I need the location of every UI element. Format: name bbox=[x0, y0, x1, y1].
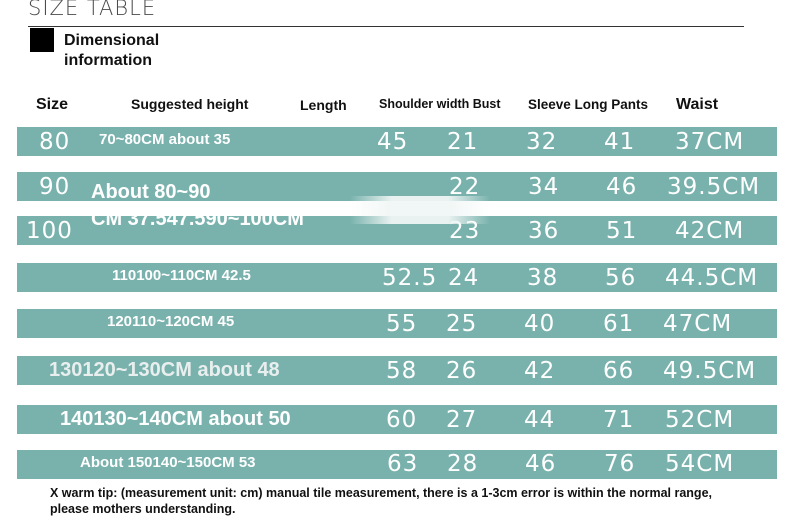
waist-cell: 52CM bbox=[665, 407, 735, 433]
sleeve-cell: 46 bbox=[606, 174, 638, 200]
sleeve-cell: 66 bbox=[603, 358, 635, 384]
height-cell: CM 37.547.590~100CM bbox=[91, 208, 304, 230]
section-heading: Dimensional information bbox=[64, 31, 159, 71]
sleeve-cell: 76 bbox=[604, 451, 636, 477]
measurement-note: X warm tip: (measurement unit: cm) manua… bbox=[50, 486, 712, 516]
waist-cell: 37CM bbox=[675, 129, 745, 155]
waist-cell: 39.5CM bbox=[667, 174, 761, 200]
sleeve-cell: 71 bbox=[603, 407, 635, 433]
bust-cell: 42 bbox=[524, 358, 556, 384]
waist-cell: 42CM bbox=[675, 218, 745, 244]
shoulder-cell: 24 bbox=[448, 265, 480, 291]
length-cell: 63 bbox=[387, 451, 419, 477]
length-cell: 45 bbox=[377, 129, 409, 155]
shoulder-cell: 25 bbox=[446, 311, 478, 337]
height-cell: 130120~130CM about 48 bbox=[49, 359, 280, 381]
section-heading-line2: information bbox=[64, 52, 152, 69]
height-cell: About 80~90 bbox=[91, 181, 211, 203]
size-cell: 90 bbox=[39, 174, 71, 200]
shoulder-cell: 28 bbox=[447, 451, 479, 477]
header-size: Size bbox=[36, 96, 69, 113]
table-row bbox=[17, 356, 777, 385]
table-row bbox=[17, 309, 777, 338]
waist-cell: 47CM bbox=[663, 311, 733, 337]
height-cell: 110100~110CM 42.5 bbox=[112, 267, 251, 284]
section-marker bbox=[30, 28, 54, 52]
sleeve-cell: 51 bbox=[606, 218, 638, 244]
sleeve-cell: 61 bbox=[603, 311, 635, 337]
waist-cell: 49.5CM bbox=[663, 358, 757, 384]
sleeve-cell: 56 bbox=[605, 265, 637, 291]
bust-cell: 40 bbox=[524, 311, 556, 337]
bust-cell: 46 bbox=[525, 451, 557, 477]
table-row bbox=[17, 405, 777, 434]
height-cell: 70~80CM about 35 bbox=[99, 131, 231, 148]
length-cell: 60 bbox=[386, 407, 418, 433]
bust-cell: 44 bbox=[524, 407, 556, 433]
waist-cell: 54CM bbox=[665, 451, 735, 477]
length-cell: 55 bbox=[386, 311, 418, 337]
size-cell: 100 bbox=[26, 218, 73, 244]
table-row bbox=[17, 263, 777, 292]
height-cell: About 150140~150CM 53 bbox=[80, 454, 256, 471]
height-cell: 120110~120CM 45 bbox=[107, 313, 235, 330]
height-cell: 140130~140CM about 50 bbox=[60, 408, 291, 430]
bust-cell: 38 bbox=[527, 265, 559, 291]
header-length: Length bbox=[300, 97, 347, 113]
header-shoulder-bust: Shoulder width Bust bbox=[379, 97, 501, 111]
bust-cell: 32 bbox=[526, 129, 558, 155]
bust-cell: 34 bbox=[528, 174, 560, 200]
shoulder-cell: 26 bbox=[446, 358, 478, 384]
table-row bbox=[17, 127, 777, 156]
shoulder-cell: 27 bbox=[446, 407, 478, 433]
size-table-title: SIZE TABLE bbox=[28, 0, 157, 20]
section-heading-line1: Dimensional bbox=[64, 32, 160, 49]
shoulder-cell: 22 bbox=[449, 174, 481, 200]
length-cell: 52.5 bbox=[382, 265, 438, 291]
shoulder-cell: 21 bbox=[447, 129, 479, 155]
header-suggested-height: Suggested height bbox=[131, 96, 249, 112]
waist-cell: 44.5CM bbox=[665, 265, 759, 291]
table-row bbox=[17, 450, 777, 479]
header-sleeve-pants: Sleeve Long Pants bbox=[528, 97, 649, 112]
size-cell: 80 bbox=[39, 129, 71, 155]
sleeve-cell: 41 bbox=[604, 129, 636, 155]
bust-cell: 36 bbox=[528, 218, 560, 244]
title-underline bbox=[28, 26, 744, 27]
header-waist: Waist bbox=[676, 96, 719, 113]
smudge-overlay bbox=[350, 196, 490, 224]
length-cell: 58 bbox=[386, 358, 418, 384]
